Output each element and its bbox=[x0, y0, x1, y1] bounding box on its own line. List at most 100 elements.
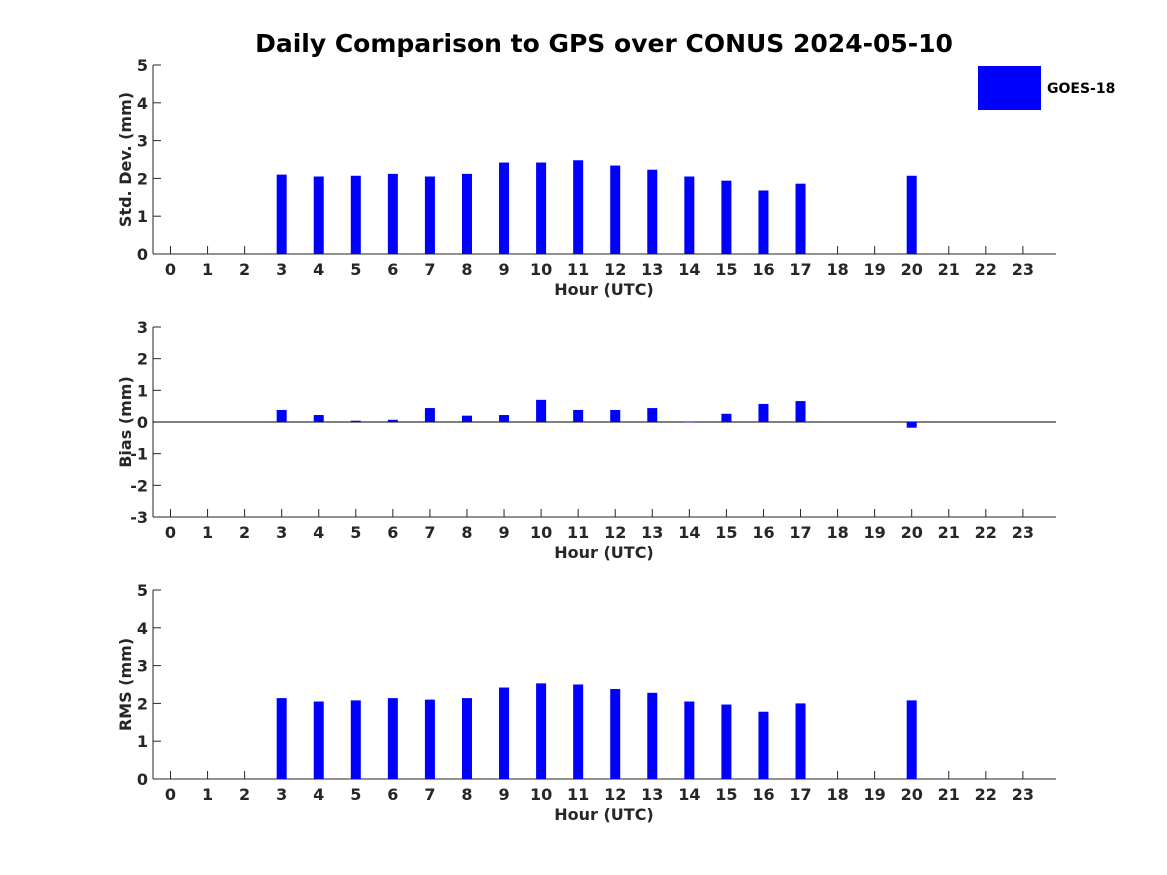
x-tick-label: 16 bbox=[752, 523, 774, 542]
bar-hour-7 bbox=[424, 176, 435, 254]
x-tick-label: 23 bbox=[1012, 260, 1034, 279]
bar-hour-14 bbox=[684, 701, 695, 779]
x-tick-label: 12 bbox=[604, 785, 626, 804]
bar-hour-12 bbox=[610, 165, 621, 254]
y-tick-label: 2 bbox=[137, 350, 148, 369]
x-axis-label: Hour (UTC) bbox=[554, 280, 654, 299]
x-tick-label: 10 bbox=[530, 523, 552, 542]
chart-title: Daily Comparison to GPS over CONUS 2024-… bbox=[255, 29, 953, 58]
x-tick-label: 10 bbox=[530, 260, 552, 279]
x-tick-label: 23 bbox=[1012, 523, 1034, 542]
x-tick-label: 4 bbox=[313, 785, 324, 804]
x-tick-label: 19 bbox=[864, 260, 886, 279]
x-tick-label: 6 bbox=[387, 785, 398, 804]
y-tick-label: 2 bbox=[137, 169, 148, 188]
bar-hour-12 bbox=[610, 689, 621, 779]
legend-swatch bbox=[978, 66, 1041, 110]
y-tick-label: 4 bbox=[137, 94, 148, 113]
x-tick-label: 14 bbox=[678, 523, 700, 542]
x-tick-label: 15 bbox=[715, 523, 737, 542]
y-tick-label: -1 bbox=[130, 445, 148, 464]
x-tick-label: 21 bbox=[938, 260, 960, 279]
x-tick-label: 17 bbox=[789, 523, 811, 542]
bar-hour-17 bbox=[795, 401, 806, 422]
x-tick-label: 17 bbox=[789, 260, 811, 279]
x-tick-label: 6 bbox=[387, 260, 398, 279]
x-tick-label: 2 bbox=[239, 523, 250, 542]
x-tick-label: 18 bbox=[826, 785, 848, 804]
bar-hour-10 bbox=[536, 162, 547, 254]
x-axis-label: Hour (UTC) bbox=[554, 543, 654, 562]
y-tick-label: 1 bbox=[137, 732, 148, 751]
x-tick-label: 19 bbox=[864, 523, 886, 542]
x-tick-label: 0 bbox=[165, 785, 176, 804]
bar-hour-6 bbox=[387, 419, 398, 422]
bar-hour-6 bbox=[387, 173, 398, 254]
bar-hour-8 bbox=[461, 698, 472, 779]
bar-hour-11 bbox=[573, 160, 584, 254]
y-tick-label: 3 bbox=[137, 318, 148, 337]
bar-hour-3 bbox=[276, 698, 287, 779]
bar-hour-7 bbox=[424, 699, 435, 779]
x-tick-label: 2 bbox=[239, 260, 250, 279]
x-tick-label: 13 bbox=[641, 785, 663, 804]
bar-hour-8 bbox=[461, 415, 472, 422]
x-tick-label: 5 bbox=[350, 523, 361, 542]
x-tick-label: 1 bbox=[202, 260, 213, 279]
y-tick-label: 0 bbox=[137, 770, 148, 789]
x-tick-label: 18 bbox=[826, 523, 848, 542]
x-tick-label: 9 bbox=[498, 785, 509, 804]
y-axis-label: Bias (mm) bbox=[116, 376, 135, 468]
x-tick-label: 3 bbox=[276, 523, 287, 542]
bar-hour-15 bbox=[721, 413, 732, 422]
y-axis-label: Std. Dev. (mm) bbox=[116, 92, 135, 227]
bar-hour-13 bbox=[647, 169, 658, 254]
bar-hour-17 bbox=[795, 703, 806, 779]
x-tick-label: 21 bbox=[938, 523, 960, 542]
y-tick-label: 2 bbox=[137, 694, 148, 713]
x-tick-label: 11 bbox=[567, 785, 589, 804]
y-tick-label: 3 bbox=[137, 132, 148, 151]
x-tick-label: 13 bbox=[641, 523, 663, 542]
bar-hour-10 bbox=[536, 683, 547, 779]
x-tick-label: 5 bbox=[350, 260, 361, 279]
x-tick-label: 7 bbox=[424, 260, 435, 279]
x-tick-label: 1 bbox=[202, 523, 213, 542]
legend-label: GOES-18 bbox=[1047, 81, 1115, 97]
x-tick-label: 4 bbox=[313, 260, 324, 279]
bar-hour-16 bbox=[758, 190, 769, 254]
bar-hour-10 bbox=[536, 399, 547, 422]
x-tick-label: 9 bbox=[498, 260, 509, 279]
x-tick-label: 17 bbox=[789, 785, 811, 804]
x-tick-label: 20 bbox=[901, 785, 923, 804]
x-tick-label: 19 bbox=[864, 785, 886, 804]
x-tick-label: 22 bbox=[975, 785, 997, 804]
bar-hour-17 bbox=[795, 183, 806, 254]
bar-hour-9 bbox=[499, 415, 510, 422]
x-tick-label: 2 bbox=[239, 785, 250, 804]
y-tick-label: 0 bbox=[137, 245, 148, 264]
y-tick-label: 5 bbox=[137, 581, 148, 600]
y-tick-label: 1 bbox=[137, 381, 148, 400]
bar-hour-4 bbox=[313, 176, 324, 254]
x-tick-label: 10 bbox=[530, 785, 552, 804]
x-tick-label: 1 bbox=[202, 785, 213, 804]
bar-hour-20 bbox=[906, 175, 917, 254]
bar-hour-12 bbox=[610, 409, 621, 422]
bar-hour-8 bbox=[461, 173, 472, 254]
bar-hour-15 bbox=[721, 704, 732, 779]
x-tick-label: 8 bbox=[461, 523, 472, 542]
x-tick-label: 20 bbox=[901, 260, 923, 279]
bar-hour-5 bbox=[350, 175, 361, 254]
x-tick-label: 6 bbox=[387, 523, 398, 542]
bar-hour-6 bbox=[387, 698, 398, 779]
x-tick-label: 11 bbox=[567, 260, 589, 279]
x-tick-label: 9 bbox=[498, 523, 509, 542]
x-tick-label: 3 bbox=[276, 785, 287, 804]
bar-hour-3 bbox=[276, 409, 287, 422]
y-tick-label: 4 bbox=[137, 619, 148, 638]
bar-hour-3 bbox=[276, 174, 287, 254]
